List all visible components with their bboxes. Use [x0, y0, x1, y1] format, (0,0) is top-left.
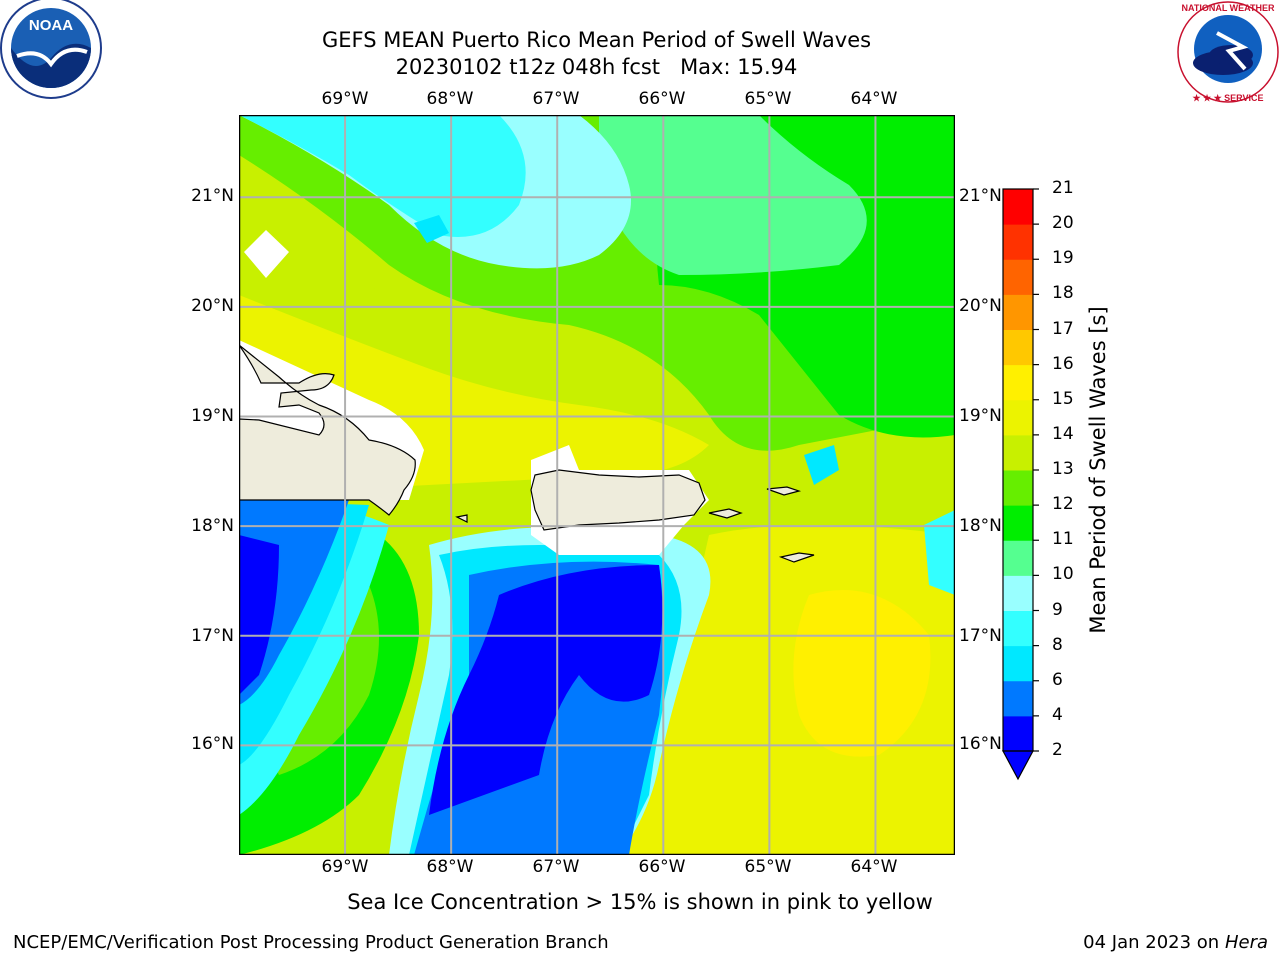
lon-label-top: 64°W: [850, 89, 898, 109]
field-region-cyan-north: [239, 115, 526, 237]
colorbar-tick-label: 19: [1052, 248, 1074, 269]
sea-ice-note: Sea Ice Concentration > 15% is shown in …: [347, 890, 933, 914]
lon-label-bottom: 66°W: [638, 857, 686, 877]
footer-right: 04 Jan 2023 on Hera: [1083, 932, 1268, 953]
swell-period-map: [239, 115, 955, 855]
map-frame: [239, 115, 955, 855]
colorbar-tick-label: 12: [1052, 494, 1074, 515]
lat-label-left: 20°N: [191, 296, 234, 316]
land-st-croix: [778, 552, 815, 563]
lon-label-top: 65°W: [744, 89, 792, 109]
colorbar-label: Mean Period of Swell Waves [s]: [1086, 306, 1110, 634]
field-region-cyan-spot: [414, 215, 449, 243]
field-region-deepblue-sw: [239, 535, 279, 695]
lat-label-right: 16°N: [959, 734, 1002, 754]
colorbar-box: [1003, 224, 1033, 260]
colorbar-box: [1003, 715, 1033, 752]
lon-label-bottom: 68°W: [426, 857, 474, 877]
colorbar-tick-label: 10: [1052, 564, 1074, 585]
colorbar-tick-label: 17: [1052, 318, 1074, 339]
field-region-cyan-vi: [804, 445, 839, 485]
lat-label-right: 20°N: [959, 296, 1002, 316]
colorbar-box: [1003, 329, 1033, 366]
field-region-yellow-deep: [793, 590, 931, 757]
colorbar-box: [1003, 645, 1033, 682]
land-vieques: [708, 508, 743, 519]
colorbar-extend-min: [1001, 750, 1035, 781]
colorbar-tick-label: 4: [1052, 704, 1063, 725]
svg-text:NATIONAL WEATHER: NATIONAL WEATHER: [1182, 3, 1275, 13]
lon-label-bottom: 67°W: [532, 857, 580, 877]
colorbar-tick-label: 16: [1052, 353, 1074, 374]
land-virgin-islands: [766, 486, 802, 496]
land-hispaniola: [239, 344, 416, 516]
lon-label-top: 68°W: [426, 89, 474, 109]
colorbar-box: [1003, 259, 1033, 295]
colorbar-boxes: [1001, 188, 1039, 781]
land-mona: [455, 514, 468, 523]
lat-label-right: 17°N: [959, 626, 1002, 646]
colorbar-box: [1003, 575, 1033, 611]
colorbar-tick-label: 14: [1052, 423, 1074, 444]
colorbar-box: [1003, 470, 1033, 506]
colorbar-box: [1003, 399, 1033, 436]
noaa-logo-icon: NOAA: [0, 0, 102, 99]
colorbar-tick-label: 8: [1052, 634, 1063, 655]
noaa-logo-text: NOAA: [29, 17, 73, 34]
lon-label-top: 67°W: [532, 89, 580, 109]
footer-host: Hera: [1224, 932, 1268, 953]
colorbar-tick-label: 2: [1052, 740, 1063, 760]
lat-label-left: 19°N: [191, 406, 234, 426]
lat-label-left: 21°N: [191, 186, 234, 206]
colorbar-tick-label: 18: [1052, 283, 1074, 304]
colorbar-tick-label: 9: [1052, 599, 1063, 620]
colorbar-tick-label: 13: [1052, 459, 1074, 479]
colorbar-tick-label: 15: [1052, 388, 1074, 409]
lat-label-left: 18°N: [191, 516, 234, 536]
land-mask-north-white: [244, 230, 289, 278]
svg-text:★ ★ ★ SERVICE: ★ ★ ★ SERVICE: [1192, 93, 1263, 103]
lat-label-right: 21°N: [959, 186, 1002, 206]
lon-label-top: 66°W: [638, 89, 686, 109]
lon-label-bottom: 64°W: [850, 857, 898, 877]
lon-label-bottom: 65°W: [744, 857, 792, 877]
footer-date: 04 Jan 2023 on: [1083, 932, 1225, 953]
colorbar-box: [1003, 364, 1033, 401]
colorbar-tick-label: 20: [1052, 213, 1074, 234]
chart-title: GEFS MEAN Puerto Rico Mean Period of Swe…: [321, 28, 872, 52]
colorbar-box: [1003, 294, 1033, 330]
nws-logo-icon: NATIONAL WEATHER ★ ★ ★ SERVICE: [1177, 1, 1279, 103]
field-region-mint: [599, 115, 867, 275]
colorbar-tick-label: 6: [1052, 669, 1063, 690]
colorbar-box: [1003, 680, 1033, 717]
colorbar-box: [1003, 189, 1033, 225]
colorbar-box: [1003, 610, 1033, 647]
lat-label-left: 17°N: [191, 626, 234, 646]
field-region-cyan-east: [924, 510, 955, 595]
colorbar-tick-label: 21: [1052, 178, 1074, 198]
field-region-deepblue-trench: [429, 565, 663, 815]
colorbar-box: [1003, 540, 1033, 576]
lon-label-bottom: 69°W: [321, 857, 369, 877]
land-puerto-rico: [530, 469, 706, 531]
lat-label-left: 16°N: [191, 734, 234, 754]
lat-label-right: 18°N: [959, 516, 1002, 536]
colorbar-tick-label: 11: [1052, 529, 1074, 550]
colorbar-box: [1003, 505, 1033, 541]
lon-label-top: 69°W: [321, 89, 369, 109]
colorbar: [1001, 188, 1039, 781]
colorbar-box: [1003, 434, 1033, 471]
lat-label-right: 19°N: [959, 406, 1002, 426]
chart-subtitle: 20230102 t12z 048h fcst Max: 15.94: [395, 55, 798, 79]
footer-left: NCEP/EMC/Verification Post Processing Pr…: [13, 932, 609, 953]
gridlines: [239, 115, 955, 855]
